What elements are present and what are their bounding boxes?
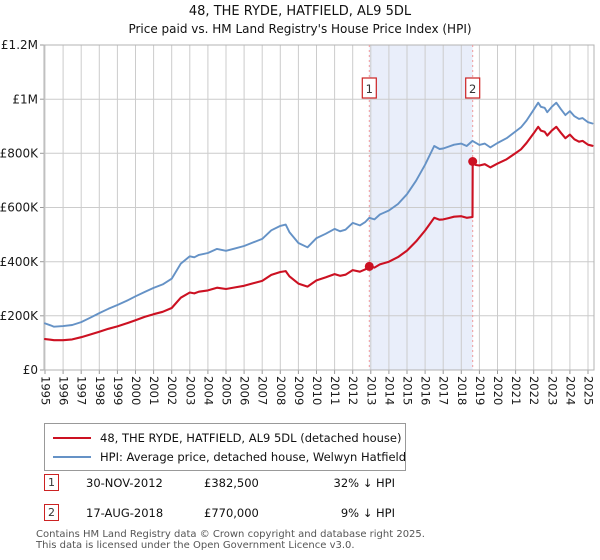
page-title: 48, THE RYDE, HATFIELD, AL9 5DL	[188, 4, 412, 19]
sale-2-price: £770,000	[204, 505, 259, 520]
sale-marker-box	[465, 77, 481, 99]
property-line-swatch	[53, 436, 91, 439]
sale-annotation-row-2: 2 17-AUG-2018 £770,000 9% ↓ HPI	[44, 504, 395, 521]
chart-legend: 48, THE RYDE, HATFIELD, AL9 5DL (detache…	[44, 423, 406, 471]
svg-text:1998: 1998	[93, 376, 107, 405]
svg-text:2000: 2000	[129, 376, 143, 405]
license-footer: Contains HM Land Registry data © Crown c…	[36, 529, 425, 551]
price-history-chart: £0 £200K £400K £600K £800K £1M £1.2M 1 2 1995 1996…	[0, 38, 596, 405]
sale-annotation-row-1: 1 30-NOV-2012 £382,500 32% ↓ HPI	[44, 474, 395, 491]
svg-text:2016: 2016	[419, 376, 433, 405]
svg-text:£600K: £600K	[0, 201, 39, 215]
svg-text:2015: 2015	[401, 376, 415, 405]
legend-label-property: 48, THE RYDE, HATFIELD, AL9 5DL (detache…	[100, 430, 402, 445]
svg-text:1997: 1997	[75, 376, 89, 405]
svg-text:2004: 2004	[201, 376, 215, 405]
svg-text:2002: 2002	[165, 376, 179, 405]
svg-text:£0: £0	[23, 363, 38, 377]
series-line	[44, 101, 594, 328]
sale-2-hpi-delta: 9% ↓ HPI	[340, 505, 395, 520]
svg-text:2006: 2006	[238, 376, 252, 405]
svg-text:2011: 2011	[328, 376, 342, 405]
sale-point	[468, 157, 478, 166]
sale-2-date: 17-AUG-2018	[86, 505, 164, 520]
svg-text:2025: 2025	[582, 376, 596, 405]
svg-text:£1M: £1M	[12, 92, 38, 106]
svg-text:2001: 2001	[147, 376, 161, 405]
svg-text:2024: 2024	[563, 376, 577, 405]
footer-line-1: Contains HM Land Registry data © Crown c…	[36, 529, 425, 540]
svg-text:2018: 2018	[455, 376, 469, 405]
svg-text:2014: 2014	[382, 376, 396, 405]
sale-point	[364, 261, 374, 271]
svg-text:£1.2M: £1.2M	[1, 38, 38, 52]
svg-text:£800K: £800K	[0, 147, 39, 161]
svg-text:2013: 2013	[364, 376, 378, 405]
footer-line-2: This data is licensed under the Open Gov…	[36, 539, 355, 551]
legend-label-hpi: HPI: Average price, detached house, Welw…	[100, 449, 407, 464]
svg-text:1999: 1999	[111, 376, 125, 405]
svg-text:2021: 2021	[509, 376, 523, 405]
svg-text:2007: 2007	[256, 376, 270, 405]
svg-text:1: 1	[366, 82, 373, 96]
svg-text:2023: 2023	[545, 376, 559, 405]
svg-text:2019: 2019	[473, 376, 487, 405]
svg-text:1996: 1996	[57, 376, 71, 405]
sale-2-marker-box: 2	[44, 504, 59, 521]
sale-marker-box	[361, 77, 377, 99]
svg-text:2017: 2017	[437, 376, 451, 405]
svg-text:1995: 1995	[39, 376, 53, 405]
svg-text:2009: 2009	[292, 376, 306, 405]
sale-1-date: 30-NOV-2012	[86, 475, 163, 490]
svg-text:2012: 2012	[346, 376, 360, 405]
legend-item-property: 48, THE RYDE, HATFIELD, AL9 5DL (detache…	[53, 428, 401, 447]
page-subtitle: Price paid vs. HM Land Registry's House …	[128, 22, 472, 36]
series-line	[43, 125, 594, 342]
svg-text:2005: 2005	[220, 376, 234, 405]
sale-1-marker-box: 1	[44, 474, 59, 491]
svg-text:2: 2	[469, 82, 476, 96]
svg-text:2008: 2008	[274, 376, 288, 405]
svg-text:£400K: £400K	[0, 255, 39, 269]
svg-text:2022: 2022	[527, 376, 541, 405]
sale-1-hpi-delta: 32% ↓ HPI	[333, 475, 395, 490]
hpi-line-swatch	[53, 455, 91, 458]
svg-text:£200K: £200K	[0, 309, 39, 323]
svg-text:2020: 2020	[491, 376, 505, 405]
legend-item-hpi: HPI: Average price, detached house, Welw…	[53, 447, 406, 466]
sale-1-price: £382,500	[204, 475, 259, 490]
svg-text:2003: 2003	[183, 376, 197, 405]
svg-text:2010: 2010	[310, 376, 324, 405]
